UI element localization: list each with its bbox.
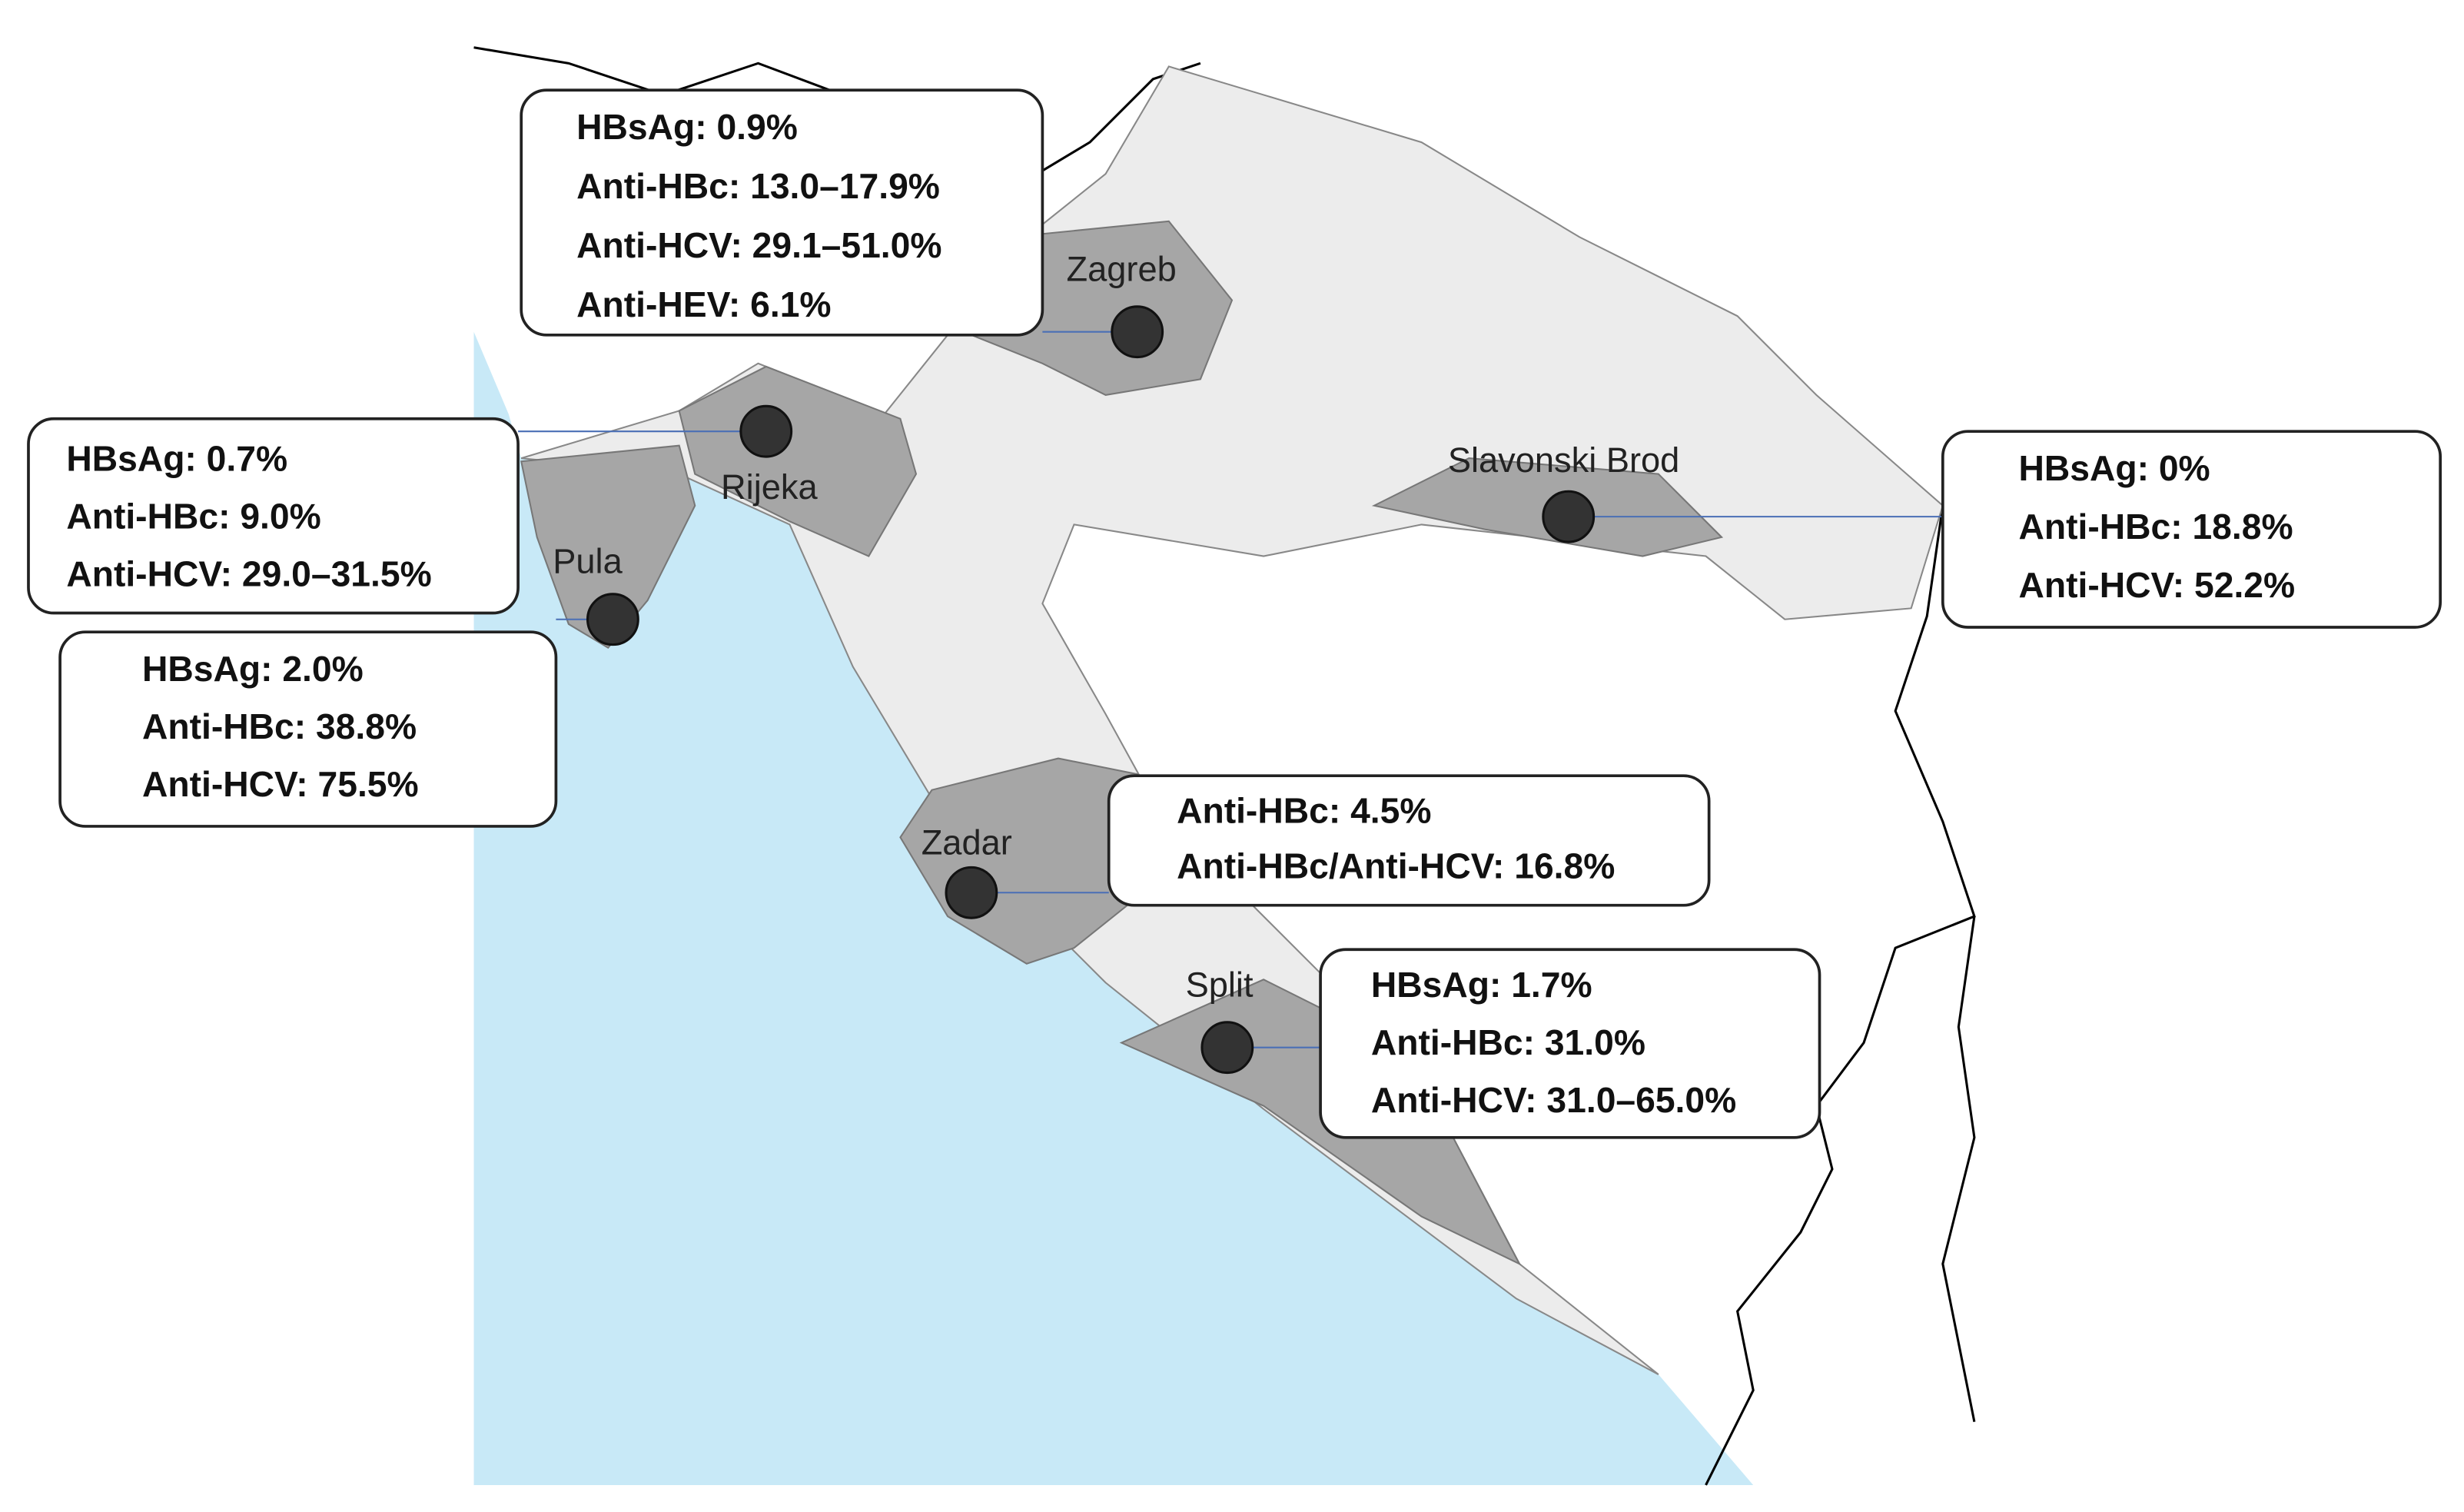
- info-box: [1941, 430, 2442, 629]
- city-label: Slavonski Brod: [1448, 440, 1680, 480]
- region: [678, 365, 918, 557]
- info-line: Anti-HCV: 52.2%: [2018, 565, 2295, 605]
- info-line: HBsAg: 0.9%: [576, 107, 798, 147]
- info-box: [1107, 774, 1711, 907]
- info-line: Anti-HBc: 9.0%: [66, 496, 320, 536]
- border: [1941, 916, 1976, 1423]
- info-line: HBsAg: 2.0%: [142, 649, 364, 689]
- city-dot: [945, 866, 998, 919]
- info-line: Anti-HBc: 13.0–17.9%: [576, 166, 940, 206]
- info-line: HBsAg: 1.7%: [1371, 965, 1592, 1005]
- city-dot: [1200, 1021, 1254, 1075]
- sea: [473, 331, 1754, 1485]
- info-box: [27, 417, 520, 615]
- city-label: Rijeka: [721, 467, 818, 507]
- border: [1705, 394, 1976, 1486]
- info-line: Anti-HCV: 29.0–31.5%: [66, 553, 431, 593]
- city-label: Zadar: [922, 823, 1012, 862]
- city-dot: [586, 593, 639, 646]
- info-line: Anti-HCV: 29.1–51.0%: [576, 225, 941, 265]
- info-line: Anti-HCV: 75.5%: [142, 764, 419, 804]
- info-line: Anti-HBc: 18.8%: [2018, 507, 2293, 547]
- info-box: [58, 630, 558, 828]
- info-line: Anti-HBc: 38.8%: [142, 706, 417, 746]
- info-line: Anti-HEV: 6.1%: [576, 284, 831, 324]
- info-box: [1319, 948, 1821, 1139]
- city-dot: [1111, 305, 1164, 359]
- info-line: Anti-HBc: 31.0%: [1371, 1022, 1645, 1062]
- city-dot: [1542, 490, 1596, 543]
- info-box: [520, 88, 1044, 337]
- info-line: HBsAg: 0%: [2018, 448, 2210, 488]
- city-label: Pula: [553, 542, 623, 581]
- info-line: Anti-HBc/Anti-HCV: 16.8%: [1177, 846, 1615, 886]
- city-label: Zagreb: [1067, 250, 1177, 289]
- info-line: Anti-HBc: 4.5%: [1177, 791, 1431, 831]
- annotations: HBsAg: 0.9% Anti-HBc: 13.0–17.9% Anti-HCV:…: [27, 88, 2442, 1139]
- info-line: HBsAg: 0.7%: [66, 438, 287, 478]
- city-label: Split: [1186, 965, 1254, 1005]
- info-line: Anti-HCV: 31.0–65.0%: [1371, 1080, 1736, 1120]
- city-dot: [739, 404, 793, 458]
